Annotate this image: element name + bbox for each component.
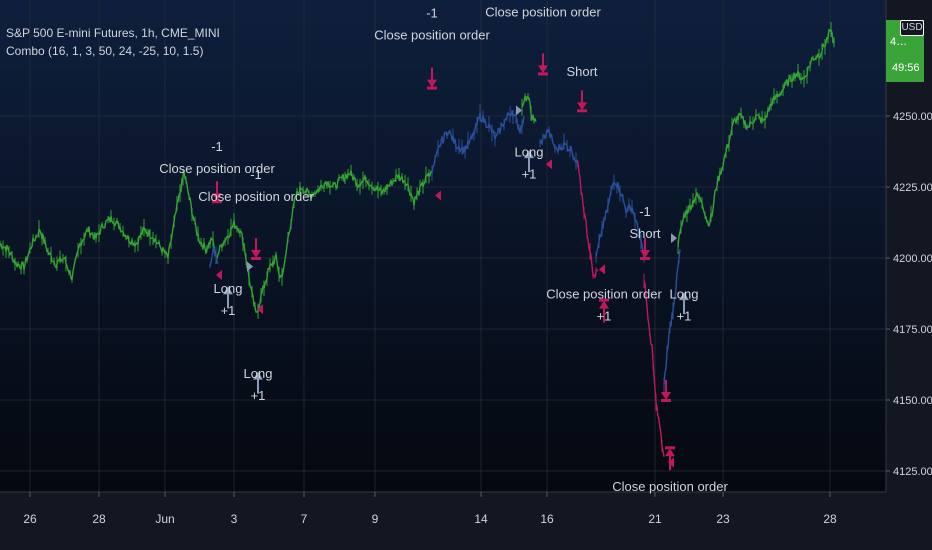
sell-arrowhead-icon: [577, 102, 587, 111]
buy-bar-icon: [665, 446, 675, 450]
currency-label[interactable]: USD: [900, 20, 924, 36]
indicator-legend[interactable]: Combo (16, 1, 3, 50, 24, -25, 10, 1.5): [6, 44, 204, 58]
series-line-magenta: [643, 280, 665, 457]
exit-triangle-icon: [257, 304, 263, 315]
annotation-label: +1: [251, 388, 266, 403]
sell-bar-icon: [640, 257, 650, 260]
annotation-label: +1: [677, 308, 692, 323]
sell-bar-icon: [427, 86, 437, 90]
trade-markers: [212, 53, 689, 471]
annotation-label: -1: [211, 139, 223, 154]
sell-arrowhead-icon: [212, 193, 222, 202]
exit-triangle-icon: [599, 264, 605, 275]
exit-triangle-icon: [546, 159, 552, 170]
time-axis[interactable]: 26 28 Jun 3 7 9 14 16 21 23 28: [23, 492, 837, 526]
sell-arrowhead-icon: [640, 250, 650, 258]
last-price-badge: USD 4… 49:56: [886, 20, 924, 82]
sell-arrowhead-icon: [251, 250, 261, 258]
entry-triangle-icon: [247, 261, 253, 272]
chart-background: [0, 0, 886, 492]
y-tick-label: 4250.00: [893, 111, 932, 123]
annotation-label: +1: [522, 166, 537, 181]
annotation-label: -1: [250, 167, 262, 182]
x-tick-label: 26: [23, 512, 37, 526]
y-tick-label: 4225.00: [893, 182, 932, 194]
buy-arrowhead-icon: [599, 300, 609, 309]
price-axis[interactable]: 4250.00 4225.00 4200.00 4175.00 4150.00 4125.…: [886, 111, 932, 478]
sell-arrowhead-icon: [661, 392, 671, 400]
entry-triangle-icon: [671, 233, 677, 244]
x-tick-label: 14: [474, 512, 488, 526]
annotation-label: -1: [639, 204, 651, 219]
buy-bar-icon: [599, 298, 609, 302]
sell-bar-icon: [251, 257, 261, 260]
annotation-label: Short: [566, 64, 597, 79]
exit-triangle-icon: [668, 457, 674, 468]
chart-header: S&P 500 E-mini Futures, 1h, CME_MINI Com…: [6, 24, 220, 60]
y-tick-label: 4200.00: [893, 253, 932, 265]
annotation-label: Short: [629, 226, 660, 241]
y-tick-label: 4125.00: [893, 466, 932, 478]
symbol-title[interactable]: S&P 500 E-mini Futures, 1h, CME_MINI: [6, 26, 220, 40]
price-series: [0, 22, 835, 457]
x-tick-label: 3: [231, 512, 238, 526]
buy-arrowhead-icon: [679, 292, 689, 301]
exit-triangle-icon: [216, 270, 222, 281]
x-tick-label: 7: [301, 512, 308, 526]
annotation-label: Long: [670, 286, 699, 301]
bar-countdown: 49:56: [892, 62, 920, 74]
annotation-label: Close position order: [612, 479, 728, 494]
sell-arrowhead-icon: [427, 79, 437, 88]
annotation-label: -1: [426, 5, 438, 20]
price-axis-background: [886, 0, 932, 492]
sell-arrowhead-icon: [538, 65, 548, 74]
x-tick-label: 21: [648, 512, 662, 526]
exit-triangle-icon: [435, 190, 441, 201]
annotation-label: +1: [221, 303, 236, 318]
sell-bar-icon: [577, 109, 587, 113]
annotation-label: Close position order: [159, 161, 275, 176]
annotation-label: +1: [597, 308, 612, 323]
x-tick-label: 28: [823, 512, 837, 526]
grid-lines: [0, 0, 886, 492]
last-price-value: 4…: [890, 36, 908, 48]
buy-arrowhead-icon: [223, 286, 233, 295]
x-tick-label: 28: [92, 512, 106, 526]
y-tick-label: 4150.00: [893, 395, 932, 407]
annotation-label: Close position order: [198, 189, 314, 204]
annotation-label: Close position order: [546, 286, 662, 301]
annotation-label: Long: [244, 366, 273, 381]
annotation-label: Close position order: [374, 27, 490, 42]
buy-arrowhead-icon: [665, 448, 675, 457]
sell-bar-icon: [661, 399, 671, 402]
buy-arrowhead-icon: [524, 150, 534, 159]
annotation-label: Long: [515, 144, 544, 159]
x-tick-label: Jun: [155, 512, 174, 526]
annotation-label: Long: [214, 281, 243, 296]
buy-arrowhead-icon: [253, 371, 263, 380]
x-tick-label: 23: [716, 512, 730, 526]
time-axis-background: [0, 492, 932, 550]
x-tick-label: 9: [372, 512, 379, 526]
sell-bar-icon: [212, 200, 222, 204]
y-tick-label: 4175.00: [893, 324, 932, 336]
sell-bar-icon: [538, 72, 548, 76]
x-tick-label: 16: [540, 512, 554, 526]
entry-triangle-icon: [516, 105, 522, 116]
annotation-label: Close position order: [485, 5, 601, 20]
series-line-blue: [209, 247, 219, 267]
